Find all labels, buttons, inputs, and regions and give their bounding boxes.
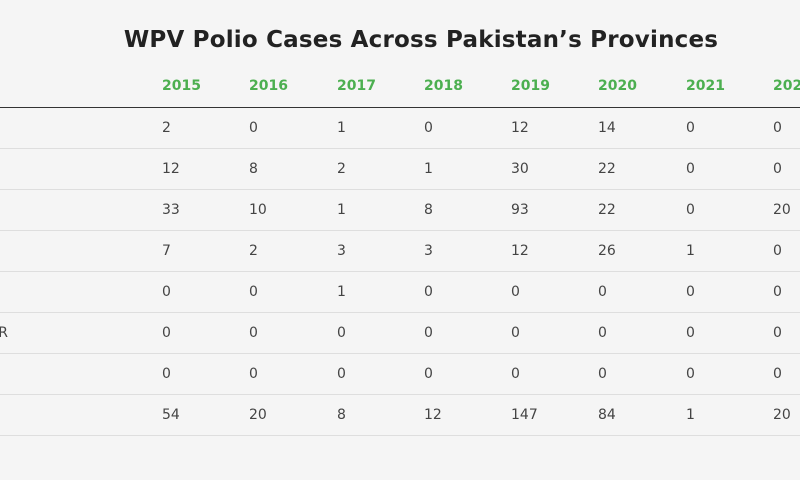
table-cell: 0	[337, 325, 346, 341]
table-cell: 12	[424, 407, 442, 423]
year-header: 2020	[598, 78, 637, 94]
year-header: 202	[773, 78, 800, 94]
polio-cases-table: 2015 2016 2017 2018 2019 2020 2021 202 2…	[0, 66, 800, 436]
table-cell: 12	[162, 161, 180, 177]
table-cell: 0	[773, 366, 782, 382]
table-cell: 7	[162, 243, 171, 259]
table-cell: 0	[686, 120, 695, 136]
table-row: 2 0 1 0 12 14 0 0	[0, 108, 800, 149]
table-cell: 8	[249, 161, 258, 177]
year-header: 2015	[162, 78, 201, 94]
table-cell: 0	[249, 366, 258, 382]
table-cell: 0	[686, 202, 695, 218]
table-cell: 0	[773, 243, 782, 259]
table-row: 7 2 3 3 12 26 1 0	[0, 231, 800, 272]
table-cell: 0	[337, 366, 346, 382]
table-cell: 54	[162, 407, 180, 423]
table-cell: 20	[773, 202, 791, 218]
page-title: WPV Polio Cases Across Pakistan’s Provin…	[123, 27, 719, 53]
table-cell: 12	[511, 243, 529, 259]
table-row: 33 10 1 8 93 22 0 20	[0, 190, 800, 231]
table-cell: 0	[249, 284, 258, 300]
table-cell: 0	[773, 161, 782, 177]
table-row: R 0 0 0 0 0 0 0 0	[0, 313, 800, 354]
table-cell: 12	[511, 120, 529, 136]
table-cell: 33	[162, 202, 180, 218]
table-cell: 0	[249, 325, 258, 341]
table-cell: 20	[773, 407, 791, 423]
table-cell: 0	[686, 284, 695, 300]
table-cell: 0	[598, 366, 607, 382]
table-cell: 22	[598, 161, 616, 177]
table-cell: 1	[337, 284, 346, 300]
table-cell: 0	[249, 120, 258, 136]
row-label: R	[0, 325, 8, 341]
table-cell: 26	[598, 243, 616, 259]
table-cell: 3	[337, 243, 346, 259]
table-cell: 10	[249, 202, 267, 218]
table-cell: 0	[773, 325, 782, 341]
year-header: 2018	[424, 78, 463, 94]
table-cell: 2	[337, 161, 346, 177]
table-cell: 93	[511, 202, 529, 218]
table-cell: 0	[511, 325, 520, 341]
table-cell: 0	[162, 366, 171, 382]
table-cell: 2	[249, 243, 258, 259]
table-cell: 84	[598, 407, 616, 423]
table-cell: 0	[162, 284, 171, 300]
year-header: 2021	[686, 78, 725, 94]
table-cell: 1	[686, 243, 695, 259]
table-cell: 0	[773, 284, 782, 300]
table-cell: 0	[424, 284, 433, 300]
table-cell: 20	[249, 407, 267, 423]
table-row: 0 0 0 0 0 0 0 0	[0, 354, 800, 395]
table-cell: 147	[511, 407, 538, 423]
table-cell: 1	[337, 120, 346, 136]
table-cell: 0	[773, 120, 782, 136]
table-cell: 0	[598, 284, 607, 300]
table-header-row: 2015 2016 2017 2018 2019 2020 2021 202	[0, 66, 800, 108]
table-row: 12 8 2 1 30 22 0 0	[0, 149, 800, 190]
table-cell: 1	[424, 161, 433, 177]
table-cell: 0	[511, 284, 520, 300]
table-cell: 8	[337, 407, 346, 423]
table-cell: 30	[511, 161, 529, 177]
table-cell: 0	[424, 325, 433, 341]
table-cell: 0	[686, 161, 695, 177]
year-header: 2016	[249, 78, 288, 94]
table-cell: 0	[686, 325, 695, 341]
table-row: 0 0 1 0 0 0 0 0	[0, 272, 800, 313]
table-cell: 3	[424, 243, 433, 259]
year-header: 2019	[511, 78, 550, 94]
table-cell: 0	[511, 366, 520, 382]
table-cell: 0	[424, 120, 433, 136]
table-cell: 1	[686, 407, 695, 423]
table-cell: 2	[162, 120, 171, 136]
table-row: 54 20 8 12 147 84 1 20	[0, 395, 800, 436]
table-cell: 0	[598, 325, 607, 341]
table-cell: 8	[424, 202, 433, 218]
table-cell: 0	[686, 366, 695, 382]
table-cell: 0	[424, 366, 433, 382]
table-cell: 0	[162, 325, 171, 341]
table-cell: 22	[598, 202, 616, 218]
year-header: 2017	[337, 78, 376, 94]
table-cell: 14	[598, 120, 616, 136]
table-cell: 1	[337, 202, 346, 218]
